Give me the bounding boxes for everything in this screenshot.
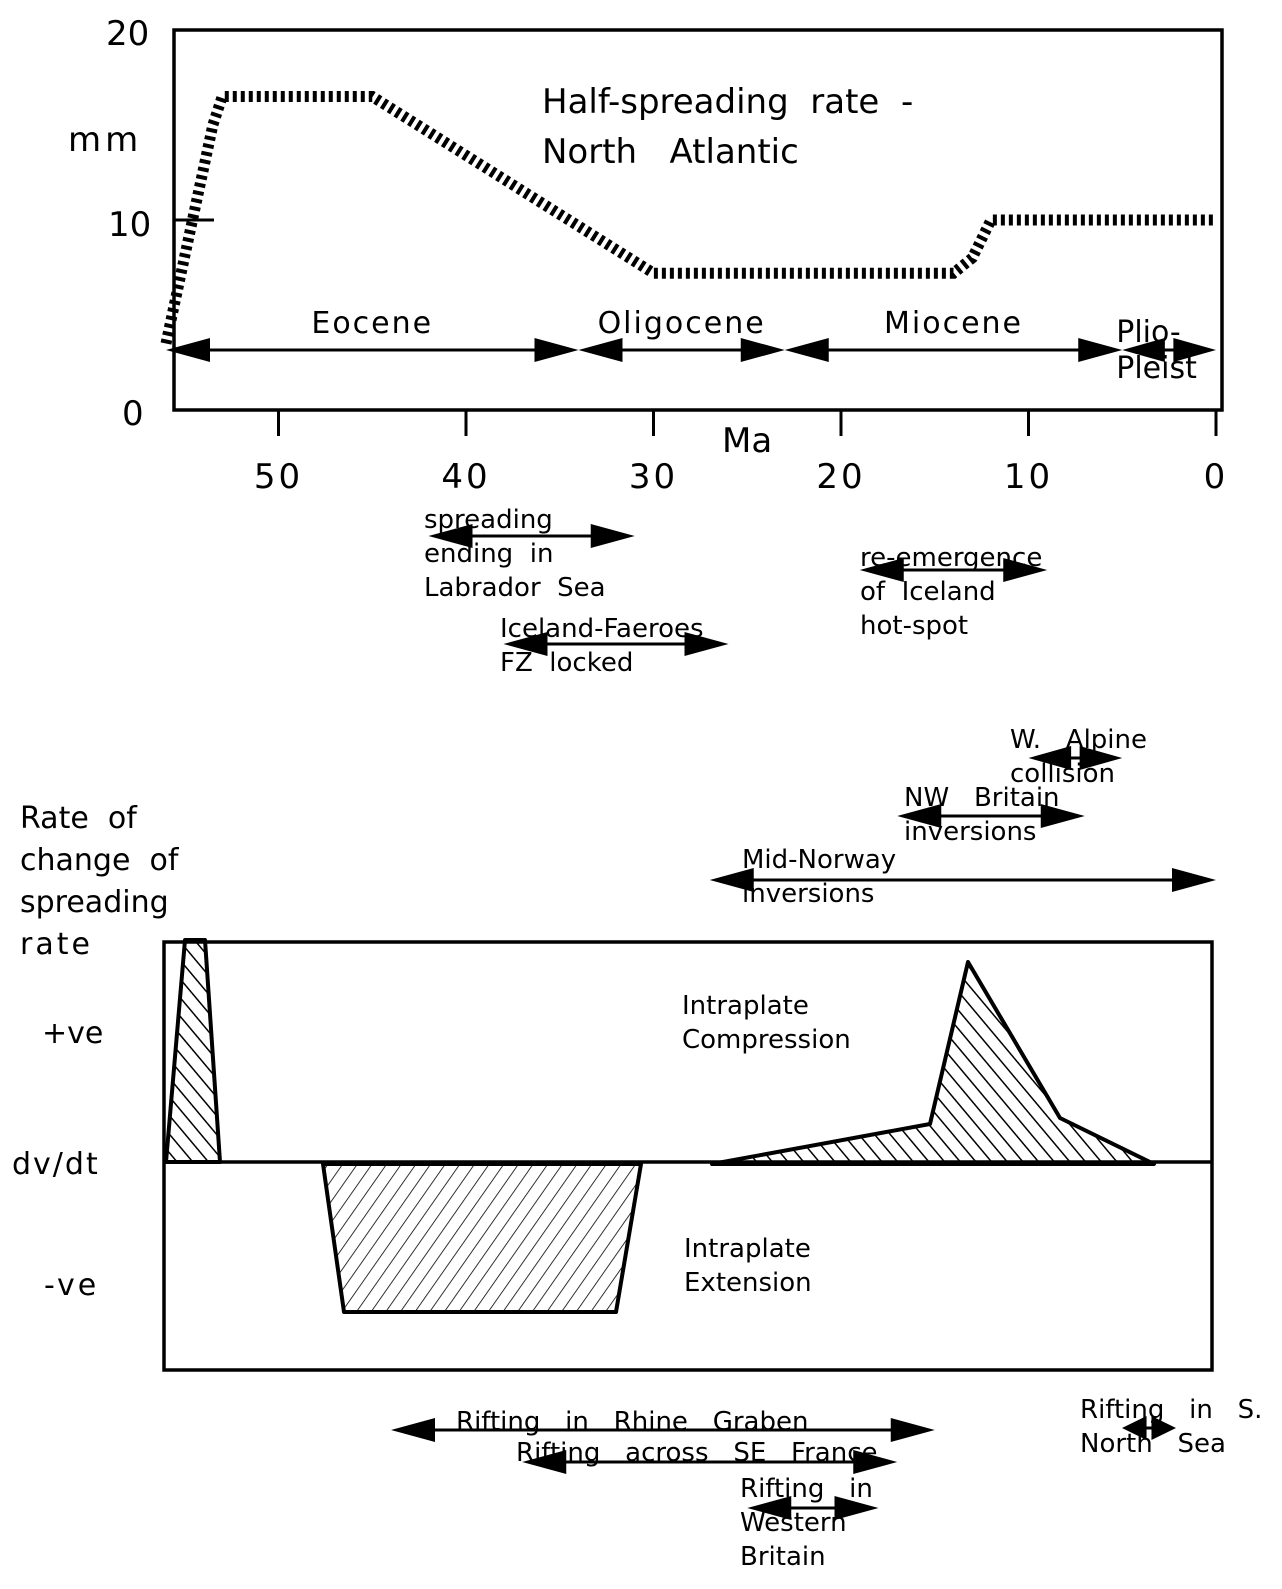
annotation-above-1-line-1: NW Britain — [904, 783, 1060, 813]
x-tick-label-0: 0 — [1204, 457, 1229, 497]
ocean-event-annotations: spreading ending in Labrador Sea Iceland-Fa… — [424, 505, 1048, 678]
x-tick-label-10: 10 — [1004, 457, 1053, 497]
epoch-label-plio-pleist-line-2: Pleist — [1116, 351, 1197, 386]
y-tick-0: 0 — [122, 394, 144, 434]
y-axis-label-line-3: spreading — [20, 885, 169, 920]
annotation-2-line-2: of Iceland — [860, 577, 996, 607]
epoch-arrow-2 — [784, 338, 1123, 362]
epoch-arrow-0 — [166, 338, 579, 362]
annotation-arrow-0 — [428, 524, 635, 548]
annotation-arrow-1 — [503, 632, 729, 656]
chart-title-line-2: North Atlantic — [542, 132, 799, 172]
epoch-label-miocene: Miocene — [884, 306, 1023, 341]
bottom-plot-frame — [162, 940, 1214, 1372]
rate-change-regions — [164, 938, 1156, 1314]
zone-compression-line-2: Compression — [682, 1025, 851, 1055]
spreading-rate-chart: 20 10 0 mm Ma Half-spreading rate - Nort… — [68, 14, 1229, 678]
annotation-below-arrow-1 — [522, 1450, 898, 1474]
zone-extension-line-1: Intraplate — [684, 1234, 811, 1264]
annotation-0-line-3: Labrador Sea — [424, 573, 606, 603]
annotation-1-line-2: FZ locked — [500, 648, 633, 678]
y-axis-label-line-1: Rate of — [20, 801, 138, 836]
y-tick-10: 10 — [108, 205, 151, 245]
annotation-below-arrow-0 — [391, 1418, 935, 1442]
spreading-rate-series — [160, 91, 1216, 345]
annotation-below-3-line-2: North Sea — [1080, 1429, 1226, 1459]
region-positive-0 — [164, 938, 222, 1164]
annotation-above-arrow-2 — [709, 868, 1216, 892]
y-tick-positive: +ve — [42, 1016, 103, 1051]
annotation-0-line-1: spreading — [424, 505, 553, 535]
annotation-below-1-line-1: Rifting across SE France — [516, 1438, 878, 1468]
region-positive-2 — [710, 960, 1156, 1166]
y-axis-label: mm — [68, 120, 142, 160]
annotation-above-arrow-0 — [1028, 746, 1123, 770]
x-axis-label: Ma — [722, 421, 772, 461]
annotation-above-2-line-2: inversions — [742, 879, 874, 909]
x-tick-label-40: 40 — [441, 457, 490, 497]
annotation-below-3-line-1: Rifting in S. — [1080, 1395, 1262, 1425]
annotation-above-2-line-1: Mid-Norway — [742, 845, 896, 875]
y-tick-dvdt: dv/dt — [12, 1147, 100, 1182]
chart-title-line-1: Half-spreading rate - — [542, 82, 913, 122]
annotation-1-line-1: Iceland-Faeroes — [500, 614, 704, 644]
annotation-arrow-2 — [859, 558, 1048, 582]
annotation-below-2-line-3: Britain — [740, 1542, 826, 1572]
annotation-below-0-line-1: Rifting in Rhine Graben — [456, 1407, 808, 1437]
rate-of-change-chart: Rate of change of spreading rate +ve dv/… — [12, 725, 1262, 1572]
x-tick-label-50: 50 — [254, 457, 303, 497]
x-tick-label-30: 30 — [629, 457, 678, 497]
annotation-above-arrow-1 — [897, 804, 1085, 828]
annotation-above-0-line-1: W. Alpine — [1010, 725, 1147, 755]
annotation-2-line-1: re-emergence — [860, 543, 1042, 573]
annotation-below-arrow-2 — [747, 1496, 879, 1520]
annotation-below-2-line-2: Western — [740, 1508, 847, 1538]
annotation-above-1-line-2: inversions — [904, 817, 1036, 847]
epoch-label-eocene: Eocene — [311, 306, 433, 341]
x-ticks: 50 40 30 20 10 0 — [254, 410, 1229, 497]
y-axis-label-line-2: change of — [20, 843, 180, 878]
epoch-arrow-1 — [578, 338, 785, 362]
y-tick-negative: -ve — [44, 1268, 99, 1303]
epoch-label-oligocene: Oligocene — [598, 306, 766, 341]
zone-extension-line-2: Extension — [684, 1268, 812, 1298]
annotation-below-arrow-3 — [1122, 1416, 1176, 1440]
y-tick-20: 20 — [106, 14, 149, 54]
zone-compression-line-1: Intraplate — [682, 991, 809, 1021]
annotation-2-line-3: hot-spot — [860, 611, 968, 641]
epoch-label-plio-pleist-line-1: Plio- — [1116, 315, 1181, 350]
x-tick-label-20: 20 — [816, 457, 865, 497]
region-negative-1 — [321, 1162, 643, 1314]
annotation-below-2-line-1: Rifting in — [740, 1474, 873, 1504]
annotation-above-0-line-2: collision — [1010, 759, 1115, 789]
y-axis-label-line-4: rate — [20, 927, 93, 962]
epoch-bars: Eocene Oligocene Miocene Plio-Pleist — [166, 306, 1216, 386]
annotation-0-line-2: ending in — [424, 539, 553, 569]
epoch-arrow-3 — [1122, 338, 1216, 362]
